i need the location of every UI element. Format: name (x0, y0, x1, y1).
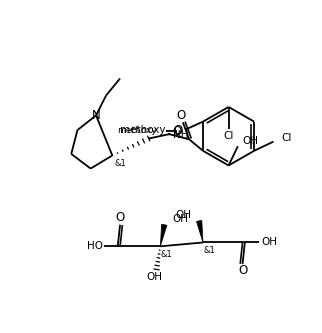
Text: O: O (172, 125, 181, 138)
Text: O: O (238, 264, 247, 277)
Polygon shape (196, 220, 203, 242)
Text: OH: OH (146, 272, 162, 282)
Text: NH: NH (173, 131, 188, 141)
Text: Cl: Cl (281, 133, 292, 143)
Text: &1: &1 (161, 249, 173, 258)
Text: Cl: Cl (223, 131, 234, 141)
Text: O: O (116, 211, 125, 224)
Text: methoxy: methoxy (117, 126, 156, 135)
Text: OH: OH (262, 237, 278, 247)
Text: O: O (173, 124, 182, 137)
Text: OH: OH (175, 210, 191, 220)
Text: HO: HO (87, 241, 102, 251)
Polygon shape (160, 224, 167, 246)
Text: N: N (92, 109, 100, 122)
Text: O: O (176, 109, 185, 122)
Text: OH: OH (242, 136, 259, 146)
Text: methoxy: methoxy (120, 125, 166, 135)
Text: &1: &1 (203, 246, 215, 255)
Text: OH: OH (172, 213, 188, 223)
Text: &1: &1 (114, 159, 126, 167)
